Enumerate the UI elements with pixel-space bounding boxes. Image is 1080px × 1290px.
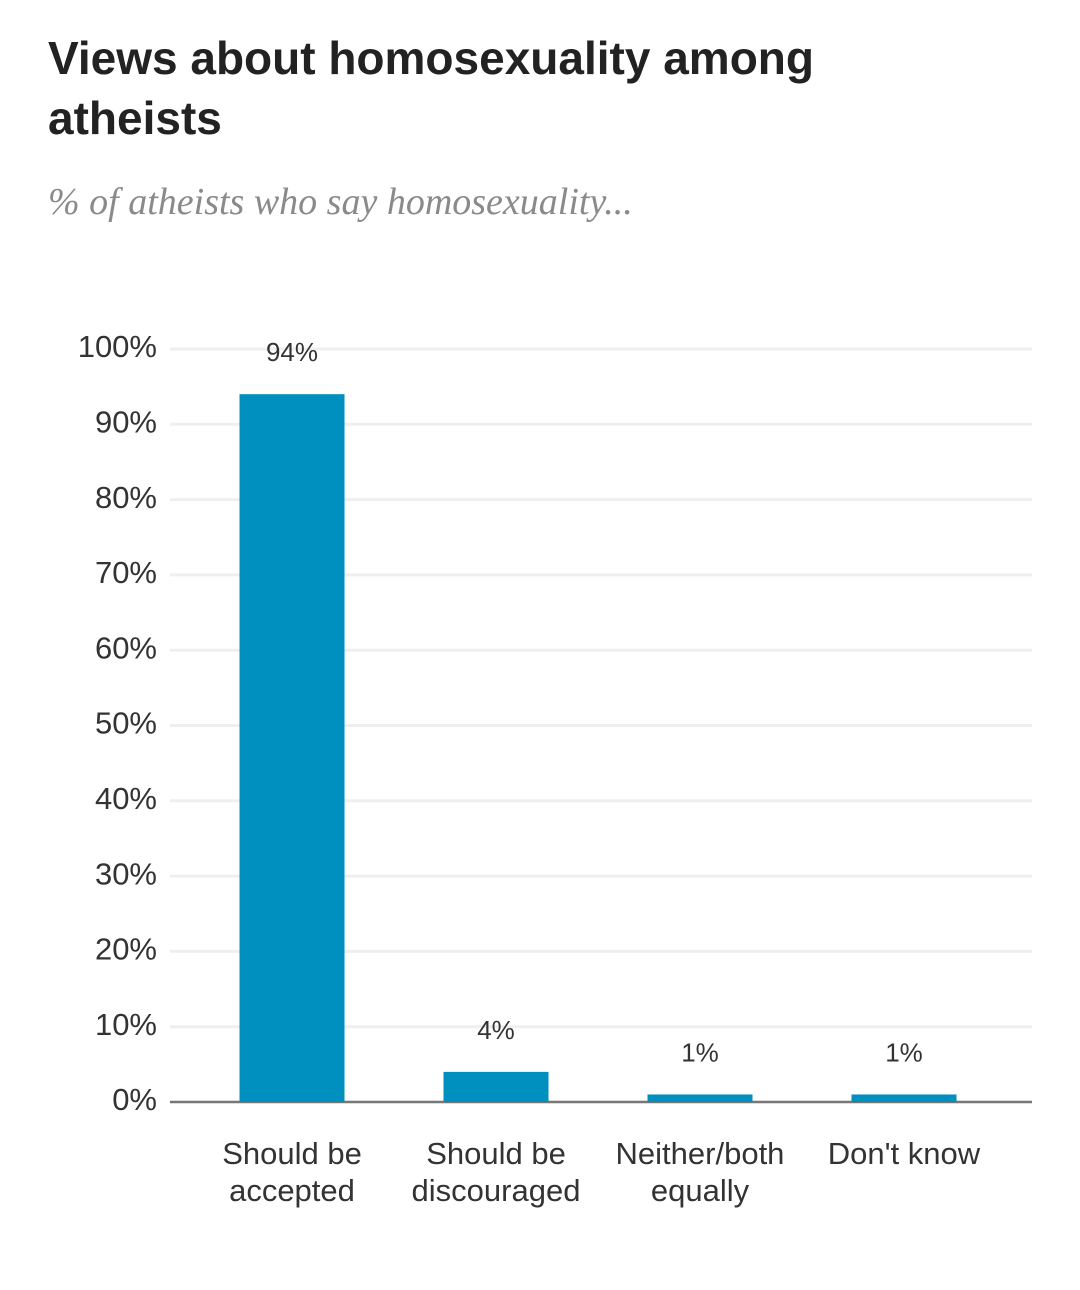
data-label: 1% [681, 1037, 719, 1067]
x-tick-label: Neither/both equally [615, 1136, 785, 1208]
y-tick-label: 80% [95, 480, 157, 515]
x-tick-label: Don't know [827, 1136, 981, 1171]
y-tick-label: 50% [95, 706, 157, 741]
bar [851, 1094, 957, 1102]
y-tick-label: 20% [95, 932, 157, 967]
y-tick-label: 100% [78, 329, 157, 364]
bar [443, 1071, 549, 1102]
x-tick-label: Should be discouraged [411, 1136, 581, 1208]
data-label: 4% [477, 1015, 515, 1045]
y-tick-label: 40% [95, 781, 157, 816]
data-label: 94% [266, 337, 318, 367]
x-tick-label: Should be accepted [222, 1136, 362, 1208]
y-tick-label: 0% [112, 1082, 157, 1117]
y-tick-label: 70% [95, 555, 157, 590]
y-tick-label: 10% [95, 1007, 157, 1042]
y-tick-label: 60% [95, 630, 157, 665]
bar [647, 1094, 753, 1102]
bar [239, 394, 345, 1102]
data-label: 1% [885, 1037, 923, 1067]
chart-subtitle: % of atheists who say homosexuality... [48, 181, 633, 223]
chart-title: Views about homosexuality among atheists [48, 32, 814, 144]
y-tick-label: 90% [95, 404, 157, 439]
y-tick-label: 30% [95, 856, 157, 891]
